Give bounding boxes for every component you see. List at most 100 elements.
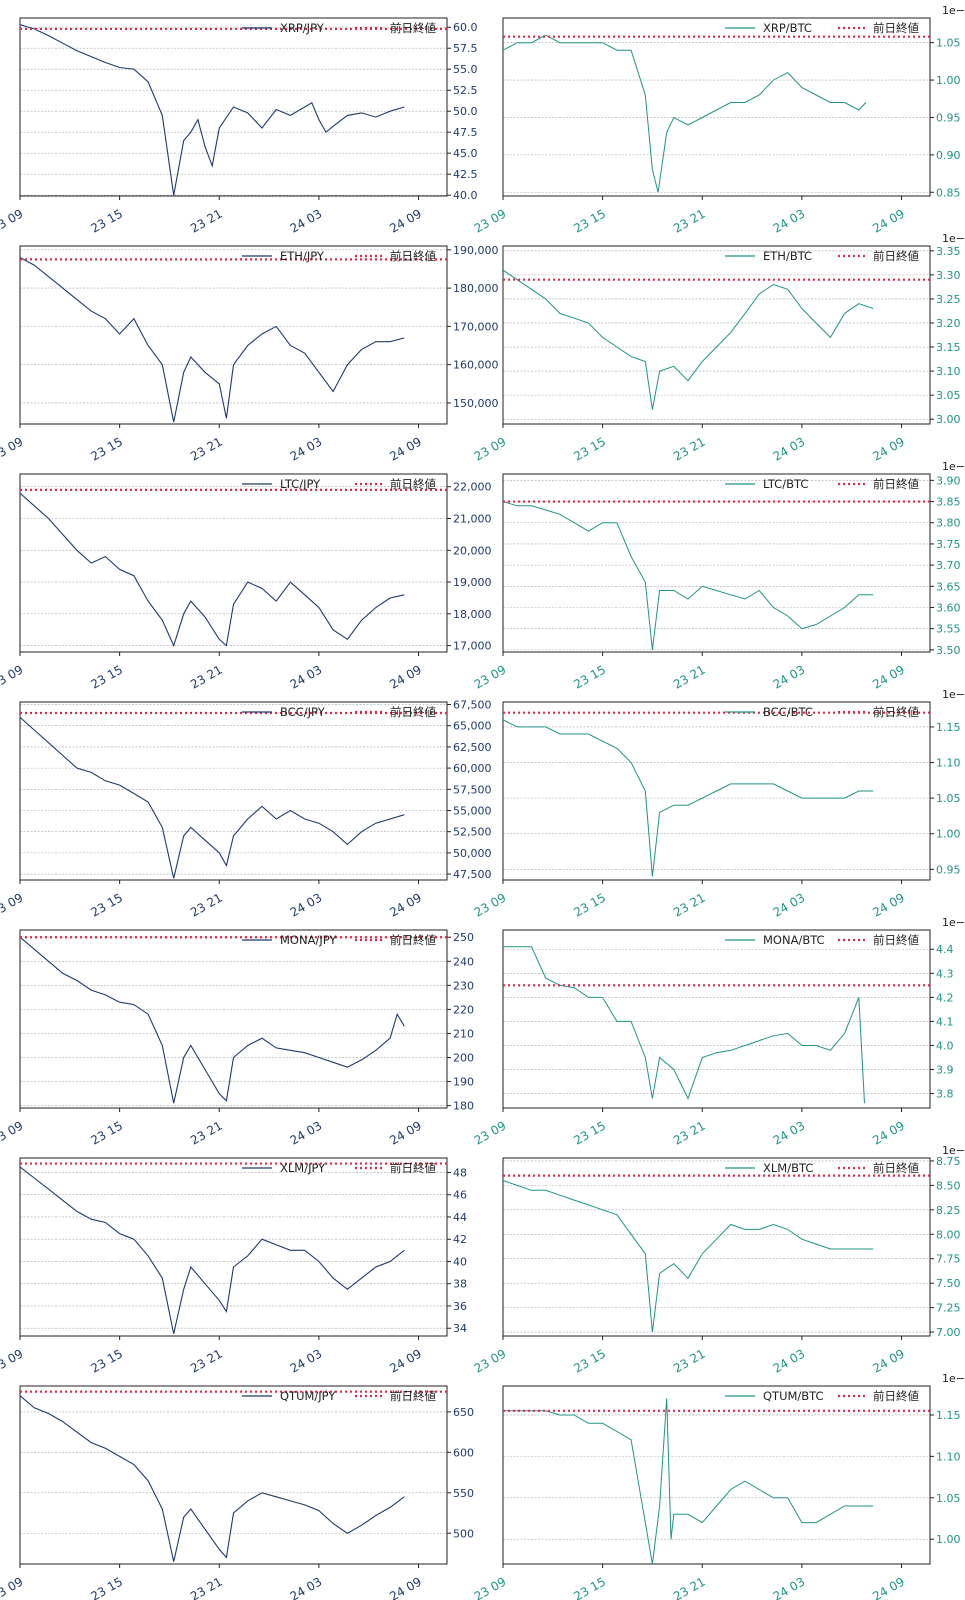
plot-frame	[502, 1385, 931, 1565]
series-line	[503, 719, 874, 877]
y-tick-label: 34	[453, 1322, 467, 1335]
y-tick-label: 1.05	[936, 1492, 961, 1505]
y-tick-label: 3.75	[936, 538, 961, 551]
legend-ref-label: 前日終値	[873, 21, 919, 35]
y-tick-label: 650	[453, 1406, 474, 1419]
legend-ref-label: 前日終値	[873, 1161, 919, 1175]
chart-qtum-jpy: 500 550 600 650 23 09 23 15 23 21 24 03 24 09 QTU…	[0, 1368, 482, 1600]
y-tick-label: 18,000	[453, 608, 492, 621]
chart-ltc-btc: 3.50 3.55 3.60 3.65 3.70 3.75 3.80 3.85 3.901e−3…	[472, 456, 965, 692]
plot-frame	[502, 473, 931, 653]
y-tick-label: 50.0	[453, 105, 478, 118]
legend-series-label: ETH/JPY	[280, 249, 325, 263]
x-tick-label: 23 15	[571, 1574, 608, 1600]
y-tick-label: 57,500	[453, 783, 492, 796]
y-tick-label: 220	[453, 1003, 474, 1016]
y-tick-label: 45.0	[453, 147, 478, 160]
plot-frame	[502, 929, 931, 1109]
y-tick-label: 17,000	[453, 640, 492, 653]
y-tick-label: 190,000	[453, 244, 499, 257]
chart-ltc-jpy: 17,000 18,000 19,000 20,000 21,000 22,000 23 0…	[0, 456, 492, 692]
y-tick-label: 210	[453, 1027, 474, 1040]
y-tick-label: 1.10	[936, 757, 961, 770]
axis-exponent: 1e−3	[942, 460, 965, 473]
y-tick-label: 230	[453, 979, 474, 992]
y-tick-label: 3.9	[936, 1064, 954, 1077]
y-tick-label: 1.15	[936, 1409, 961, 1422]
y-tick-label: 250	[453, 931, 474, 944]
y-tick-label: 7.50	[936, 1277, 961, 1290]
legend-series-label: LTC/JPY	[280, 477, 321, 491]
y-tick-label: 4.1	[936, 1015, 954, 1028]
y-tick-label: 8.50	[936, 1179, 961, 1192]
y-tick-label: 3.60	[936, 602, 961, 615]
series-line	[503, 501, 874, 650]
legend-series-label: LTC/BTC	[763, 477, 808, 491]
legend-ref-label: 前日終値	[873, 477, 919, 491]
legend-ref-label: 前日終値	[390, 249, 436, 263]
legend-ref-label: 前日終値	[873, 705, 919, 719]
y-tick-label: 44	[453, 1211, 467, 1224]
plot-frame	[19, 1385, 448, 1565]
y-tick-label: 47.5	[453, 126, 478, 139]
y-tick-label: 3.35	[936, 245, 961, 258]
legend-series-label: MONA/BTC	[763, 933, 825, 947]
chart-bcc-jpy: 47,500 50,000 52,500 55,000 57,500 60,000 62,5…	[0, 684, 492, 920]
y-tick-label: 240	[453, 955, 474, 968]
y-tick-label: 47,500	[453, 868, 492, 881]
y-tick-label: 3.15	[936, 341, 961, 354]
axis-exponent: 1e−4	[942, 1372, 965, 1385]
y-tick-label: 3.65	[936, 580, 961, 593]
y-tick-label: 3.70	[936, 559, 961, 572]
legend-ref-label: 前日終値	[873, 933, 919, 947]
y-tick-label: 8.25	[936, 1204, 961, 1217]
legend-series-label: MONA/JPY	[280, 933, 337, 947]
legend-series-label: ETH/BTC	[763, 249, 812, 263]
y-tick-label: 3.80	[936, 517, 961, 530]
y-tick-label: 42.5	[453, 168, 478, 181]
y-tick-label: 1.15	[936, 721, 961, 734]
y-tick-label: 22,000	[453, 481, 492, 494]
series-line	[20, 1166, 405, 1334]
legend-series-label: XLM/JPY	[280, 1161, 326, 1175]
y-tick-label: 4.3	[936, 967, 954, 980]
y-tick-label: 60.0	[453, 21, 478, 34]
y-tick-label: 62,500	[453, 741, 492, 754]
y-tick-label: 3.55	[936, 623, 961, 636]
plot-frame	[502, 1157, 931, 1337]
legend-ref-label: 前日終値	[873, 1389, 919, 1403]
y-tick-label: 200	[453, 1051, 474, 1064]
y-tick-label: 52.5	[453, 84, 478, 97]
y-tick-label: 8.75	[936, 1155, 961, 1168]
x-tick-label: 24 03	[288, 1574, 325, 1600]
y-tick-label: 180	[453, 1100, 474, 1113]
plot-frame	[19, 473, 448, 653]
plot-frame	[502, 245, 931, 425]
legend-ref-label: 前日終値	[390, 1161, 436, 1175]
series-line	[20, 1395, 405, 1562]
legend-ref-label: 前日終値	[390, 705, 436, 719]
y-tick-label: 3.85	[936, 496, 961, 509]
y-tick-label: 3.8	[936, 1088, 954, 1101]
legend-series-label: BCC/JPY	[280, 705, 326, 719]
plot-frame	[19, 1157, 448, 1337]
legend-series-label: QTUM/JPY	[280, 1389, 336, 1403]
y-tick-label: 180,000	[453, 282, 499, 295]
axis-exponent: 1e−2	[942, 688, 965, 701]
y-tick-label: 4.2	[936, 991, 954, 1004]
plot-frame	[19, 245, 448, 425]
legend-series-label: QTUM/BTC	[763, 1389, 824, 1403]
series-line	[503, 34, 867, 193]
y-tick-label: 170,000	[453, 320, 499, 333]
x-tick-label: 24 09	[387, 1574, 424, 1600]
y-tick-label: 1.00	[936, 1533, 961, 1546]
y-tick-label: 160,000	[453, 359, 499, 372]
chart-eth-jpy: 150,000 160,000 170,000 180,000 190,000 23 09…	[0, 228, 499, 464]
y-tick-label: 600	[453, 1446, 474, 1459]
y-tick-label: 40	[453, 1255, 467, 1268]
